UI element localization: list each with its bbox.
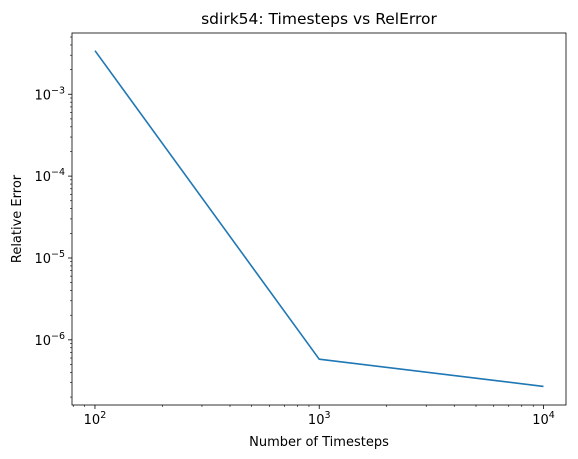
x-tick-label: 104 xyxy=(532,410,555,428)
x-tick-label: 103 xyxy=(308,410,331,428)
y-tick-label: 10−3 xyxy=(34,85,65,103)
x-axis-label: Number of Timesteps xyxy=(249,435,389,450)
x-tick-label: 102 xyxy=(84,410,107,428)
chart-title: sdirk54: Timesteps vs RelError xyxy=(201,10,437,28)
y-tick-label: 10−6 xyxy=(34,331,65,349)
series-line xyxy=(94,50,544,388)
series-layer xyxy=(94,50,544,388)
plot-area xyxy=(72,33,566,405)
y-axis-ticks: 10−3 10−4 10−5 10−6 xyxy=(34,85,72,349)
y-axis-label: Relative Error xyxy=(10,174,25,263)
x-axis-ticks: 102 103 104 xyxy=(84,405,555,428)
y-tick-label: 10−5 xyxy=(34,249,65,267)
y-tick-label: 10−4 xyxy=(34,167,65,185)
